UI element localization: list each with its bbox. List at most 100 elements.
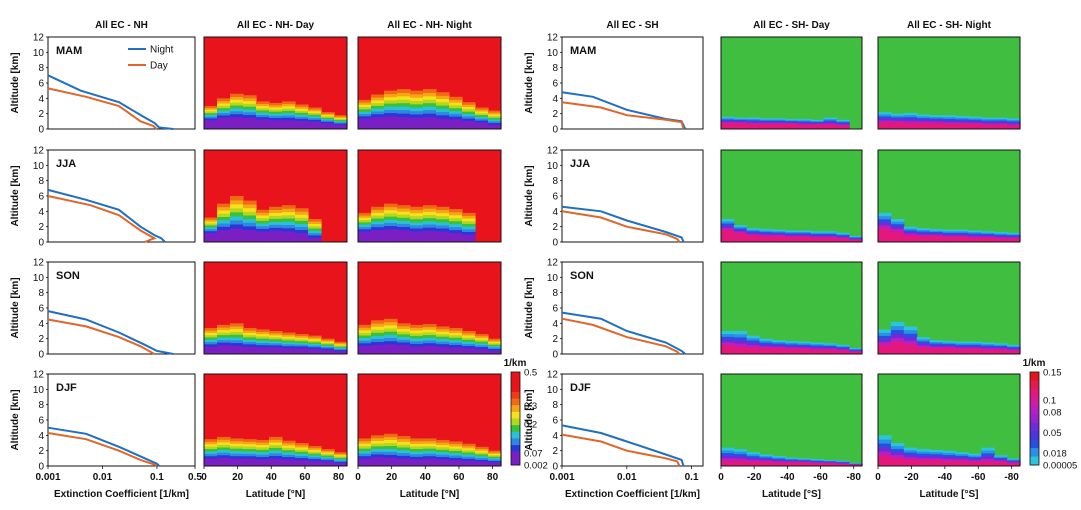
- profile-panel: DJF: [47, 373, 196, 467]
- heatmap-cell: [746, 347, 761, 354]
- heatmap-cell: [334, 122, 348, 124]
- night-profile-line: [561, 205, 685, 243]
- heatmap-cell: [488, 452, 502, 454]
- heatmap-cell: [733, 453, 748, 457]
- heatmap-cell: [449, 335, 463, 338]
- heatmap-cell: [981, 346, 995, 349]
- heatmap-cell: [929, 346, 944, 349]
- heatmap-cell: [295, 208, 309, 212]
- heatmap-cell: [256, 209, 270, 213]
- heatmap-cell: [1007, 234, 1021, 237]
- heatmap-cell: [994, 460, 1008, 462]
- heatmap-cell: [230, 96, 244, 100]
- heatmap-cell: [797, 462, 812, 466]
- heatmap-cell: [823, 461, 837, 463]
- heatmap-cell: [256, 228, 270, 232]
- heatmap-cell: [256, 344, 270, 348]
- heatmap-cell: [243, 458, 257, 466]
- heatmap-cell: [371, 456, 385, 466]
- heatmap-cell: [256, 220, 270, 224]
- heatmap-cell: [849, 462, 863, 464]
- heatmap-cell: [243, 114, 257, 118]
- heatmap-cell: [968, 118, 982, 120]
- heatmap-cell: [295, 335, 309, 338]
- heatmap-cell: [916, 337, 931, 340]
- heatmap-cell: [358, 224, 372, 227]
- heatmap-cell: [797, 230, 812, 233]
- heatmap-cell: [733, 228, 748, 231]
- heatmap-cell: [295, 342, 309, 345]
- heatmap-cell: [321, 122, 335, 129]
- heatmap-cell: [994, 348, 1008, 350]
- heatmap-cell: [423, 458, 437, 466]
- x-tick-label: 0.1: [150, 472, 164, 483]
- heatmap-cell: [759, 119, 773, 121]
- heatmap-cell: [204, 112, 218, 115]
- heatmap-cell: [334, 124, 348, 129]
- heatmap-cell: [878, 112, 892, 115]
- heatmap-cell: [916, 121, 931, 124]
- heatmap-cell: [358, 109, 372, 112]
- heatmap-cell: [334, 456, 348, 458]
- heatmap-cell: [436, 454, 450, 458]
- heatmap-cell: [256, 112, 270, 115]
- heatmap-cell: [397, 106, 411, 111]
- column-title: All EC - NH- Day: [237, 20, 315, 31]
- heatmap-cell: [358, 212, 372, 216]
- heatmap-cell: [410, 346, 424, 354]
- heatmap-cell: [785, 236, 799, 242]
- heatmap-cell: [358, 330, 372, 333]
- heatmap-cell: [334, 115, 348, 117]
- heatmap-cell: [942, 229, 957, 232]
- heatmap-cell: [449, 212, 463, 216]
- heatmap-cell: [994, 118, 1008, 121]
- heatmap-cell: [890, 445, 905, 450]
- heatmap-cell: [878, 332, 892, 336]
- heatmap-cell: [410, 453, 424, 457]
- heatmap-cell: [308, 228, 322, 231]
- heatmap-cell: [772, 458, 786, 461]
- heatmap-cell: [878, 338, 892, 343]
- x-tick-label: 40: [266, 472, 278, 483]
- heatmap-cell: [823, 459, 837, 461]
- heatmap-cell: [1007, 350, 1021, 354]
- heatmap-cell: [384, 225, 398, 230]
- heatmap-cell: [955, 460, 969, 466]
- heatmap-cell: [449, 220, 463, 225]
- heatmap-cell: [423, 205, 437, 209]
- heatmap-cell: [243, 211, 257, 216]
- heatmap-cell: [981, 236, 995, 238]
- y-tick-label: 10: [33, 48, 45, 59]
- heatmap-cell: [721, 229, 735, 242]
- heatmap-cell: [1007, 125, 1021, 129]
- heatmap-cell: [358, 111, 372, 114]
- heatmap-cell: [733, 337, 748, 341]
- heatmap-cell: [449, 209, 463, 213]
- heatmap-cell: [721, 121, 735, 124]
- heatmap-cell: [217, 216, 231, 221]
- heatmap-cell: [785, 232, 799, 235]
- heatmap-cell: [836, 234, 850, 237]
- heatmap-cell: [423, 440, 437, 444]
- heatmap-cell: [256, 116, 270, 120]
- heatmap-cell: [772, 229, 786, 232]
- heatmap-cell: [475, 448, 489, 451]
- heatmap-cell: [449, 110, 463, 114]
- heatmap-cell: [308, 342, 322, 345]
- heatmap-cell: [797, 345, 812, 348]
- heatmap-cell: [772, 119, 786, 121]
- heatmap-panel: [877, 36, 1021, 130]
- heatmap-cell: [436, 228, 450, 232]
- heatmap-cell: [994, 458, 1008, 461]
- heatmap-cell: [334, 116, 348, 118]
- colorbar-segment: [1030, 448, 1039, 458]
- heatmap-cell: [916, 234, 931, 237]
- heatmap-cell: [721, 344, 735, 354]
- heatmap-cell: [308, 335, 322, 338]
- colorbar-unit: 1/km: [1023, 358, 1046, 369]
- heatmap-cell: [423, 453, 437, 457]
- heatmap-cell: [436, 343, 450, 347]
- heatmap-cell: [955, 341, 969, 344]
- heatmap-cell: [823, 460, 837, 462]
- heatmap-cell: [981, 461, 995, 466]
